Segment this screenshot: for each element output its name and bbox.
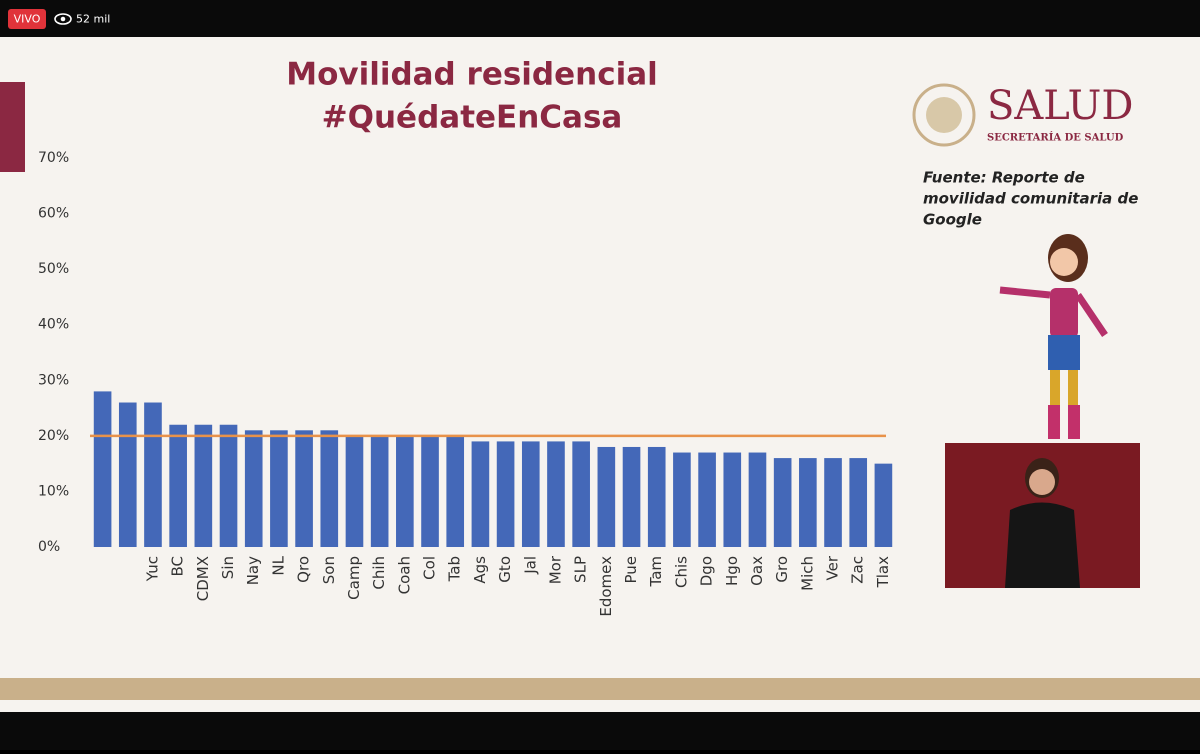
chart-title: Movilidad residencial xyxy=(286,57,658,93)
x-tick-label: Tam xyxy=(647,556,665,587)
bar xyxy=(370,435,389,547)
x-tick-label: BC xyxy=(169,556,187,577)
side-stripe xyxy=(0,82,25,172)
x-tick-label: Tlax xyxy=(874,556,892,589)
source-line: movilidad comunitaria de xyxy=(923,190,1138,208)
y-tick-label: 40% xyxy=(38,317,69,333)
x-tick-label: Chis xyxy=(672,556,690,588)
source-line: Google xyxy=(923,211,982,229)
eye-pupil xyxy=(60,16,66,22)
x-tick-label: Sin xyxy=(219,556,237,579)
bar xyxy=(698,452,716,547)
x-tick-label: Jal xyxy=(521,556,539,575)
x-tick-label: Yuc xyxy=(143,556,161,582)
bar xyxy=(446,435,465,547)
x-tick-label: Son xyxy=(320,556,338,584)
mascot xyxy=(999,234,1108,439)
eye-icon xyxy=(54,13,72,25)
x-tick-label: Col xyxy=(421,556,439,580)
x-tick-label: Ver xyxy=(824,555,842,580)
x-tick-label: Tab xyxy=(446,556,464,582)
bar xyxy=(93,391,112,547)
x-tick-label: Gro xyxy=(773,556,791,583)
interpreter-video xyxy=(945,443,1140,588)
x-tick-label: Coah xyxy=(395,556,413,594)
x-tick-label: Qro xyxy=(295,556,313,583)
x-tick-label: Hgo xyxy=(723,556,741,586)
bar xyxy=(547,441,565,547)
bar xyxy=(320,430,339,547)
bar xyxy=(572,441,590,547)
bar xyxy=(169,424,187,547)
x-tick-label: Edomex xyxy=(597,556,615,617)
bar xyxy=(723,452,742,547)
emblem-center xyxy=(926,97,962,133)
y-tick-label: 70% xyxy=(38,150,69,166)
viewer-count: 52 mil xyxy=(76,13,110,26)
bar xyxy=(270,430,288,547)
bar xyxy=(673,452,691,547)
x-tick-label: Ags xyxy=(471,556,489,584)
slide xyxy=(0,37,1200,712)
gold-band xyxy=(0,678,1200,700)
bar xyxy=(396,435,414,547)
bar xyxy=(244,430,263,547)
x-tick-label: Dgo xyxy=(698,556,716,586)
bar xyxy=(496,441,515,547)
y-tick-label: 50% xyxy=(38,261,69,277)
bar xyxy=(295,430,313,547)
bar xyxy=(421,435,439,547)
y-tick-label: 0% xyxy=(38,539,60,555)
bar xyxy=(874,463,893,547)
brand-subtitle: SECRETARÍA DE SALUD xyxy=(987,132,1124,144)
bar xyxy=(597,446,616,547)
x-tick-label: Zac xyxy=(849,556,867,584)
bar xyxy=(219,424,238,547)
live-label: VIVO xyxy=(14,13,41,26)
x-tick-label: Nay xyxy=(244,556,262,585)
bar xyxy=(471,441,490,547)
bar xyxy=(824,458,842,547)
x-tick-label: Mor xyxy=(546,555,564,584)
bottom-bar xyxy=(0,712,1200,750)
bar xyxy=(773,458,792,547)
bar xyxy=(849,458,868,547)
bar xyxy=(144,402,162,547)
x-tick-label: SLP xyxy=(572,556,590,583)
x-tick-label: Camp xyxy=(345,556,363,600)
x-tick-label: Mich xyxy=(798,556,816,591)
bar xyxy=(118,402,137,547)
source-line: Fuente: Reporte de xyxy=(923,169,1085,187)
brand-name: SALUD xyxy=(987,83,1133,129)
live-badge xyxy=(8,9,46,29)
bar xyxy=(748,452,767,547)
x-tick-label: Pue xyxy=(622,556,640,584)
bar xyxy=(647,446,666,547)
x-tick-label: Gto xyxy=(496,556,514,583)
chart-title: #QuédateEnCasa xyxy=(322,100,623,136)
y-tick-label: 30% xyxy=(38,372,69,388)
x-tick-label: Chih xyxy=(370,556,388,590)
bar xyxy=(345,435,364,547)
y-tick-label: 20% xyxy=(38,428,69,444)
top-bar xyxy=(0,0,1200,37)
y-tick-label: 10% xyxy=(38,483,69,499)
y-tick-label: 60% xyxy=(38,206,69,222)
bar xyxy=(194,424,213,547)
x-tick-label: NL xyxy=(269,555,287,575)
emblem xyxy=(912,83,976,147)
bar xyxy=(521,441,540,547)
bar xyxy=(799,458,817,547)
x-tick-label: CDMX xyxy=(194,556,212,601)
x-tick-label: Oax xyxy=(748,556,766,586)
bar xyxy=(622,446,641,547)
